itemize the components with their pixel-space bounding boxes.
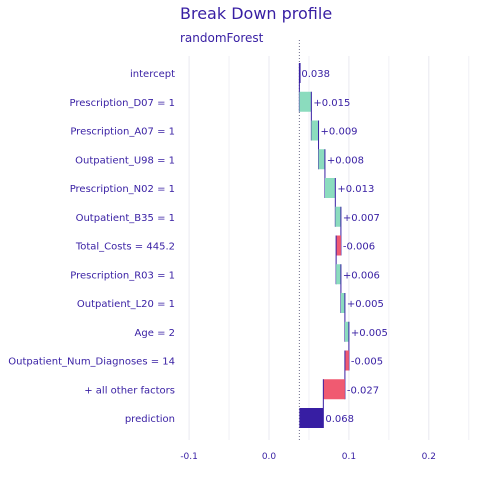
value-label: 0.038 xyxy=(301,69,330,80)
category-label: prediction xyxy=(125,414,175,425)
category-label: Prescription_A07 = 1 xyxy=(70,127,175,138)
bar-positive xyxy=(324,178,336,198)
bar-negative xyxy=(336,235,341,256)
category-label: Outpatient_U98 = 1 xyxy=(75,155,175,166)
value-label: +0.015 xyxy=(313,98,350,109)
value-label: +0.009 xyxy=(321,127,358,138)
category-label: Outpatient_B35 = 1 xyxy=(76,213,175,224)
value-label: +0.005 xyxy=(351,328,388,339)
category-label: intercept xyxy=(130,69,175,80)
x-tick-label: -0.1 xyxy=(180,452,198,462)
category-label: Outpatient_L20 = 1 xyxy=(77,299,175,310)
value-label: +0.005 xyxy=(347,299,384,310)
bar-positive xyxy=(336,264,341,285)
value-label: 0.068 xyxy=(325,414,354,425)
bar-positive xyxy=(335,206,341,227)
bar-negative xyxy=(323,379,345,400)
bar-positive xyxy=(311,120,319,141)
chart-subtitle: randomForest xyxy=(180,31,264,45)
bar-positive xyxy=(318,149,325,170)
bar-negative xyxy=(344,350,349,371)
value-label: +0.006 xyxy=(343,270,380,281)
value-label: -0.006 xyxy=(343,242,375,253)
category-label: Prescription_D07 = 1 xyxy=(69,98,175,109)
bar-positive xyxy=(344,321,349,342)
x-tick-label: 0.1 xyxy=(342,452,356,462)
bar-intercept xyxy=(299,63,301,83)
value-label: -0.005 xyxy=(351,357,383,368)
value-label: -0.027 xyxy=(347,385,379,396)
chart-title: Break Down profile xyxy=(180,4,333,23)
bar-positive xyxy=(340,293,345,313)
value-label: +0.008 xyxy=(327,155,364,166)
bar-positive xyxy=(299,91,312,112)
category-label: Total_Costs = 445.2 xyxy=(75,242,175,253)
bar-prediction xyxy=(299,408,324,428)
category-label: Prescription_R03 = 1 xyxy=(70,270,175,281)
category-label: Prescription_N02 = 1 xyxy=(70,184,175,195)
value-label: +0.007 xyxy=(343,213,380,224)
x-tick-label: 0.0 xyxy=(262,452,277,462)
value-label: +0.013 xyxy=(337,184,374,195)
category-label: Age = 2 xyxy=(135,328,175,339)
x-tick-label: 0.2 xyxy=(422,452,436,462)
category-label: Outpatient_Num_Diagnoses = 14 xyxy=(8,357,175,368)
category-label: + all other factors xyxy=(84,385,175,396)
